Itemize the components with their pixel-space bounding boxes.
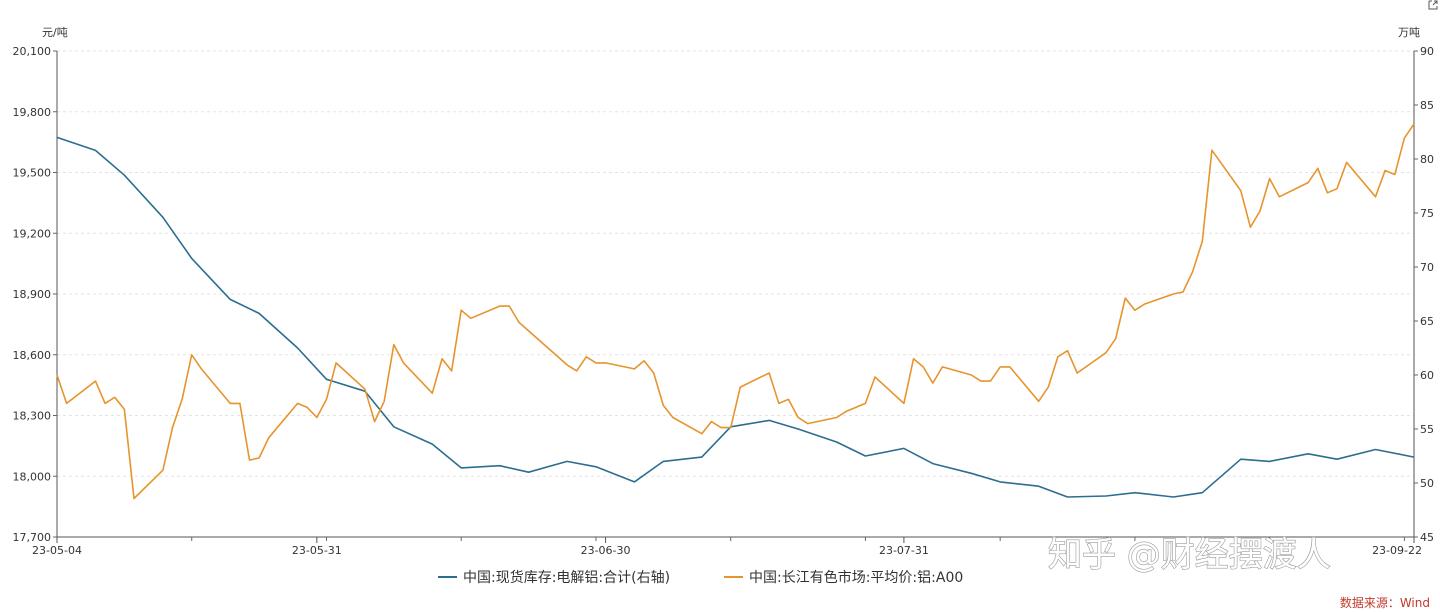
x-tick-label: 23-06-30: [581, 544, 631, 557]
left-tick-label: 18,600: [13, 349, 52, 362]
data-source: 数据来源：Wind: [1340, 595, 1430, 610]
right-tick-label: 70: [1420, 261, 1434, 274]
x-tick-label: 23-09-22: [1372, 544, 1422, 557]
legend: 中国:现货库存:电解铝:合计(右轴) 中国:长江有色市场:平均价:铝:A00: [438, 569, 963, 586]
left-tick-label: 18,000: [13, 470, 52, 483]
grid-lines: [57, 50, 1414, 477]
watermark: 知乎 @财经摆渡人: [1048, 535, 1331, 575]
left-tick-label: 19,500: [13, 167, 52, 180]
left-axis-unit: 元/吨: [42, 26, 68, 39]
right-tick-label: 75: [1420, 207, 1434, 220]
x-axis-ticks: 23-05-04 23-05-31 23-06-30 23-07-31 23-09-22: [32, 537, 1422, 557]
left-tick-label: 20,100: [13, 45, 52, 58]
x-tick-label: 23-05-31: [292, 544, 342, 557]
series-line-inventory: [56, 136, 1415, 498]
right-tick-label: 90: [1420, 45, 1434, 58]
right-tick-label: 85: [1420, 99, 1434, 112]
left-axis-ticks: 20,100 19,800 19,500 19,200 18,900 18,600 18,3…: [13, 45, 57, 544]
right-tick-label: 60: [1420, 369, 1434, 382]
left-tick-label: 19,200: [13, 227, 52, 240]
right-axis-ticks: 90 85 80 75 70 65 60 55 50 45: [1414, 45, 1434, 544]
right-tick-label: 45: [1420, 531, 1434, 544]
left-tick-label: 19,800: [13, 106, 52, 119]
series-lines: [56, 123, 1415, 500]
left-tick-label: 17,700: [13, 531, 52, 544]
x-tick-label: 23-07-31: [879, 544, 929, 557]
right-tick-label: 80: [1420, 153, 1434, 166]
legend-label-price: 中国:长江有色市场:平均价:铝:A00: [749, 569, 963, 586]
right-tick-label: 50: [1420, 477, 1434, 490]
expand-icon[interactable]: [1428, 0, 1438, 10]
series-line-price: [56, 123, 1415, 500]
right-tick-label: 65: [1420, 315, 1434, 328]
x-tick-label: 23-05-04: [32, 544, 82, 557]
left-tick-label: 18,300: [13, 410, 52, 423]
legend-label-inventory: 中国:现货库存:电解铝:合计(右轴): [463, 569, 670, 586]
right-axis-unit: 万吨: [1398, 26, 1420, 39]
left-tick-label: 18,900: [13, 288, 52, 301]
right-tick-label: 55: [1420, 423, 1434, 436]
